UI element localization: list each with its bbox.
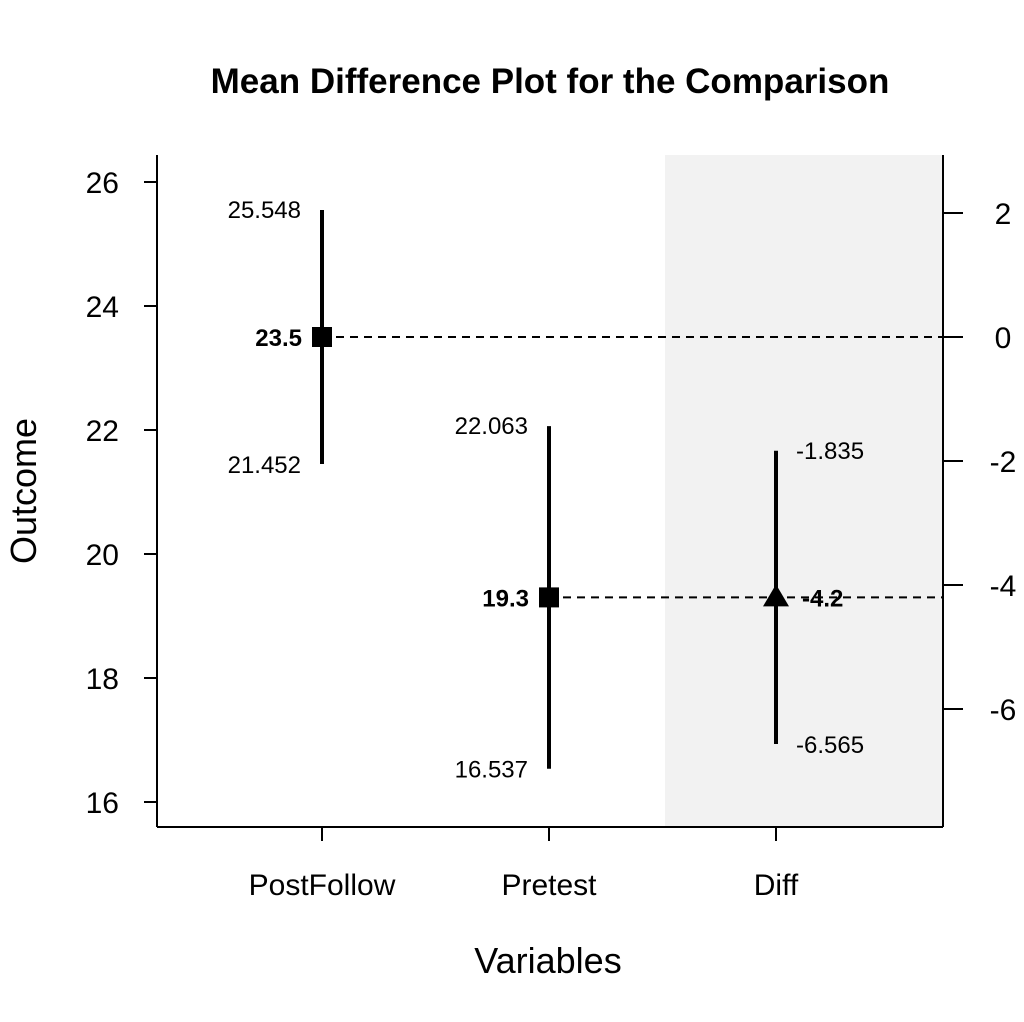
mean-label: 23.5 [255, 325, 302, 352]
right-tick-label: 0 [995, 322, 1012, 355]
x-tick-label: Diff [754, 869, 799, 902]
ci-lower-label: -6.565 [796, 732, 864, 759]
x-axis-label: Variables [474, 940, 621, 981]
x-tick-label: Pretest [501, 869, 597, 902]
left-tick-label: 26 [86, 167, 119, 200]
mean-marker [312, 327, 332, 347]
ci-lower-label: 16.537 [455, 757, 528, 784]
mean-label: -4.2 [802, 585, 843, 612]
mean-marker [539, 587, 559, 608]
right-tick-label: 2 [995, 198, 1012, 231]
left-tick-label: 22 [86, 415, 119, 448]
left-axis-ticks: 16 18 20 22 24 26 [86, 167, 157, 820]
left-tick-label: 24 [86, 291, 119, 324]
ci-upper-label: -1.835 [796, 438, 864, 465]
mean-label: 19.3 [482, 585, 529, 612]
right-tick-label: -2 [990, 446, 1017, 479]
reference-lines [322, 336, 943, 599]
x-tick-label: PostFollow [249, 869, 396, 902]
chart-title: Mean Difference Plot for the Comparison [211, 62, 890, 101]
left-tick-label: 20 [86, 539, 119, 572]
diff-panel-shade [665, 155, 943, 827]
mean-difference-marker [763, 584, 789, 607]
y-axis-label: Outcome [3, 418, 44, 564]
ci-upper-label: 25.548 [228, 197, 301, 224]
right-tick-label: -6 [990, 694, 1017, 727]
chart-marks: 25.548 21.452 23.5 22.063 16.537 19.3 -1.835 -6… [228, 197, 864, 784]
x-axis-ticks: PostFollow Pretest Diff [249, 827, 799, 902]
right-axis-ticks: 2 0 -2 -4 -6 [943, 198, 1016, 727]
ci-lower-label: 21.452 [228, 452, 301, 479]
left-tick-label: 18 [86, 663, 119, 696]
ci-upper-label: 22.063 [455, 413, 528, 440]
left-tick-label: 16 [86, 787, 119, 820]
right-tick-label: -4 [990, 570, 1017, 603]
